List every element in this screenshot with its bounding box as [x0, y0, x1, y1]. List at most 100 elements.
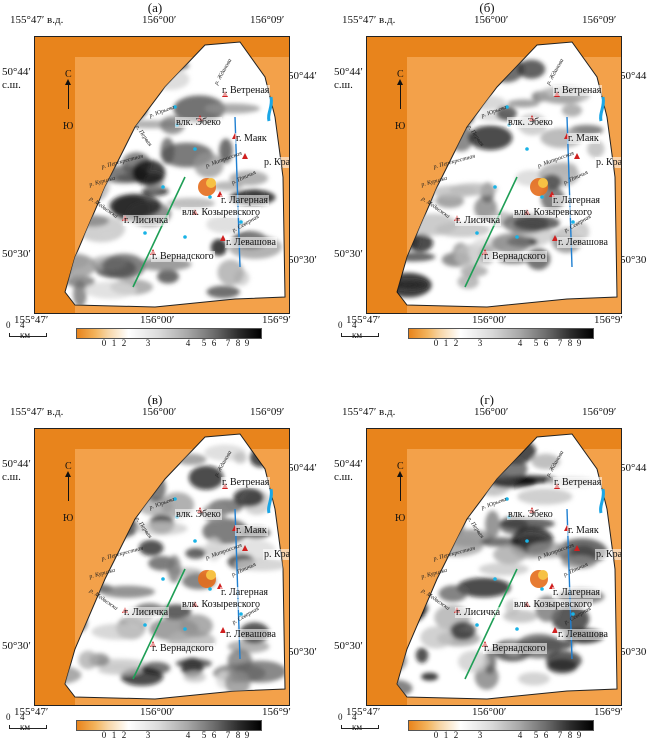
- legend-tick: 9: [576, 338, 582, 348]
- lon-left-label: 155°47′ в.д.: [342, 406, 396, 418]
- legend-tick: 9: [244, 338, 250, 348]
- lat-bottom-left-label: 50°30′: [334, 640, 363, 652]
- volcano-marker-icon: [242, 153, 248, 159]
- label-vernadsky: г. Вернадского: [483, 643, 547, 654]
- label-kozyrevsky: влк. Козыревского: [513, 207, 594, 218]
- legend-tick: 4: [185, 730, 191, 740]
- legend-tick: 4: [517, 730, 523, 740]
- legend-tick: 0: [433, 338, 439, 348]
- legend-tick: 1: [111, 730, 117, 740]
- lon-bottom-mid-label: 156°00′: [472, 314, 507, 326]
- legend-tick: 2: [121, 338, 127, 348]
- lat-top-left-label: 50°44′: [2, 458, 31, 470]
- station-point: [183, 627, 187, 631]
- lon-left-label: 155°47′ в.д.: [10, 406, 64, 418]
- volcano-marker-icon: [574, 545, 580, 551]
- legend-tick: 6: [543, 730, 549, 740]
- lon-left-label: 155°47′ в.д.: [10, 14, 64, 26]
- label-kozyrevsky: влк. Козыревского: [181, 599, 262, 610]
- map-panel-v: (в) 155°47′ в.д. 156°00′ 156°09′ 50°44′ с.ш. 5…: [0, 392, 317, 742]
- lat-bottom-left-label: 50°30′: [2, 640, 31, 652]
- station-point: [161, 577, 165, 581]
- station-point: [193, 539, 197, 543]
- station-point: [143, 231, 147, 235]
- lat-bottom-right-label: 50°30′: [288, 254, 317, 266]
- station-point: [505, 105, 509, 109]
- legend-tick: 1: [443, 338, 449, 348]
- legend-tick: 1: [111, 338, 117, 348]
- label-mayak: г. Маяк: [567, 525, 600, 536]
- station-point: [475, 231, 479, 235]
- legend-tick: 9: [244, 730, 250, 740]
- label-vetrenaya: г. Ветреная: [221, 85, 271, 96]
- profile-line-green: [464, 568, 518, 680]
- station-point: [239, 220, 243, 224]
- lat-bottom-right-label: 50°30′: [620, 254, 647, 266]
- label-krasny: р. Красный: [263, 549, 289, 560]
- label-levashova: г. Левашова: [557, 237, 609, 248]
- label-lagernaya: г. Лагерная: [552, 587, 601, 598]
- lat-top-left-label: 50°44′: [334, 66, 363, 78]
- profile-line-green: [132, 176, 186, 288]
- legend-gradient: [408, 328, 594, 339]
- volcano-marker-icon: [552, 235, 558, 241]
- label-esko: влк. Эбеко: [175, 117, 222, 128]
- lat-hemisphere-label: с.ш.: [334, 79, 353, 91]
- scale-label: 4 км: [352, 320, 363, 340]
- panel-letter: (г): [480, 392, 494, 407]
- legend-tick: 2: [453, 338, 459, 348]
- label-levashova: г. Левашова: [557, 629, 609, 640]
- lon-right-label: 156°09′: [582, 406, 617, 418]
- lon-right-label: 156°09′: [582, 14, 617, 26]
- map-frame: г. Ветреная влк. Эбеко г. Маяк р. Красный г.…: [34, 428, 290, 706]
- legend-tick: 2: [121, 730, 127, 740]
- lon-bottom-mid-label: 156°00′: [140, 706, 175, 718]
- legend-tick: 1: [443, 730, 449, 740]
- scale-label: 4 км: [20, 320, 31, 340]
- legend-tick: 8: [235, 730, 241, 740]
- legend-tick: 4: [517, 338, 523, 348]
- lon-bottom-right-label: 156°9′: [262, 314, 291, 326]
- north-label: С: [397, 69, 404, 80]
- label-lisichka: г. Лисичка: [455, 607, 502, 618]
- legend-tick: 8: [567, 338, 573, 348]
- legend-tick: 5: [201, 338, 207, 348]
- lake-icon: [267, 488, 273, 514]
- lat-top-left-label: 50°44′: [2, 66, 31, 78]
- legend-tick: 6: [211, 730, 217, 740]
- label-lagernaya: г. Лагерная: [220, 195, 269, 206]
- lon-bottom-left-label: 155°47′: [346, 314, 381, 326]
- lon-mid-label: 156°00′: [142, 406, 177, 418]
- legend-tick: 4: [185, 338, 191, 348]
- station-point: [515, 627, 519, 631]
- volcano-marker-icon: [242, 545, 248, 551]
- lon-mid-label: 156°00′: [142, 14, 177, 26]
- label-levashova: г. Левашова: [225, 629, 277, 640]
- legend-tick: 0: [101, 730, 107, 740]
- scale-zero: 0: [338, 320, 343, 330]
- legend-tick: 3: [145, 730, 151, 740]
- lake-icon: [599, 488, 605, 514]
- legend-tick: 8: [235, 338, 241, 348]
- label-krasny: р. Красный: [595, 549, 621, 560]
- profile-line-green: [132, 568, 186, 680]
- legend-tick: 5: [201, 730, 207, 740]
- label-lisichka: г. Лисичка: [455, 215, 502, 226]
- map-panel-g: (г) 155°47′ в.д. 156°00′ 156°09′ 50°44′ с.ш. 5…: [332, 392, 647, 742]
- north-label: С: [65, 461, 72, 472]
- legend-gradient: [76, 720, 262, 731]
- station-point: [493, 577, 497, 581]
- legend-tick: 3: [145, 338, 151, 348]
- north-arrow-icon: [400, 473, 401, 501]
- label-vernadsky: г. Вернадского: [151, 643, 215, 654]
- profile-line-green: [464, 176, 518, 288]
- station-point: [493, 185, 497, 189]
- label-esko: влк. Эбеко: [507, 509, 554, 520]
- station-point: [475, 623, 479, 627]
- panel-letter: (в): [147, 392, 163, 407]
- station-point: [571, 612, 575, 616]
- lat-top-right-label: 50°44′: [620, 462, 647, 474]
- lon-bottom-left-label: 155°47′: [14, 314, 49, 326]
